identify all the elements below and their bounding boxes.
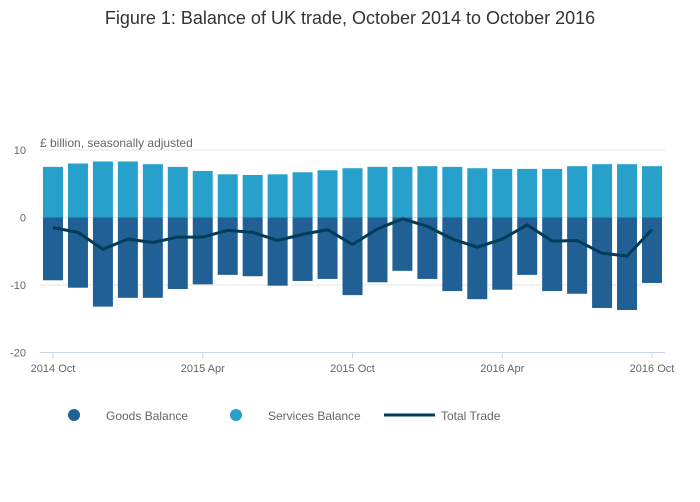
bar-services-balance — [67, 163, 88, 218]
x-tick-label: 2015 Oct — [330, 363, 375, 375]
bar-services-balance — [642, 166, 662, 218]
bar-services-balance — [367, 166, 388, 218]
bar-goods-balance — [167, 217, 188, 290]
bar-services-balance — [492, 168, 513, 218]
bar-services-balance — [142, 164, 163, 218]
x-tick-label: 2016 Oct — [630, 363, 675, 375]
y-tick-label: -10 — [10, 280, 26, 292]
bar-goods-balance — [417, 217, 438, 279]
legend-label: Services Balance — [268, 409, 361, 423]
bar-goods-balance — [492, 217, 513, 290]
bar-goods-balance — [92, 217, 113, 307]
bar-goods-balance — [342, 217, 363, 296]
bar-goods-balance — [117, 217, 138, 298]
legend-label: Goods Balance — [106, 409, 188, 423]
bar-goods-balance — [192, 217, 213, 285]
legend-marker — [68, 409, 80, 421]
bar-goods-balance — [142, 217, 163, 298]
bar-services-balance — [592, 164, 613, 218]
y-tick-label: 0 — [20, 213, 26, 225]
bar-goods-balance — [217, 217, 238, 275]
bar-services-balance — [267, 174, 288, 218]
bar-services-balance — [167, 166, 188, 218]
y-tick-label: 10 — [14, 145, 26, 157]
bar-goods-balance — [642, 217, 662, 283]
bar-services-balance — [92, 161, 113, 218]
bar-services-balance — [542, 168, 563, 218]
x-tick-label: 2016 Apr — [480, 363, 524, 375]
bar-services-balance — [117, 161, 138, 218]
bar-services-balance — [292, 172, 313, 218]
bar-goods-balance — [467, 217, 488, 300]
y-axis-label: £ billion, seasonally adjusted — [40, 136, 193, 150]
bar-goods-balance — [392, 217, 413, 271]
y-tick-label: -20 — [10, 348, 26, 360]
bar-services-balance — [567, 166, 588, 218]
bar-goods-balance — [67, 217, 88, 288]
bar-goods-balance — [292, 217, 313, 281]
bar-goods-balance — [517, 217, 538, 275]
bar-services-balance — [192, 170, 213, 218]
bar-services-balance — [342, 168, 363, 218]
bar-goods-balance — [317, 217, 338, 279]
legend-label: Total Trade — [441, 409, 501, 423]
bar-goods-balance — [43, 217, 63, 281]
bar-goods-balance — [567, 217, 588, 294]
bar-services-balance — [242, 174, 263, 218]
x-tick-label: 2014 Oct — [31, 363, 76, 375]
bar-services-balance — [442, 166, 463, 218]
line-total-trade — [52, 217, 654, 258]
bar-goods-balance — [267, 217, 288, 286]
bar-services-balance — [317, 170, 338, 218]
bar-goods-balance — [617, 217, 638, 310]
bar-goods-balance — [592, 217, 613, 308]
bar-services-balance — [517, 168, 538, 218]
bar-services-balance — [417, 166, 438, 218]
bar-goods-balance — [442, 217, 463, 292]
bar-services-balance — [467, 168, 488, 218]
chart-title: Figure 1: Balance of UK trade, October 2… — [105, 8, 595, 28]
legend-marker — [230, 409, 242, 421]
bar-services-balance — [392, 166, 413, 218]
bar-services-balance — [217, 174, 238, 218]
bar-goods-balance — [542, 217, 563, 292]
bar-services-balance — [43, 166, 63, 218]
bar-services-balance — [617, 164, 638, 218]
x-tick-label: 2015 Apr — [181, 363, 225, 375]
bar-goods-balance — [242, 217, 263, 277]
